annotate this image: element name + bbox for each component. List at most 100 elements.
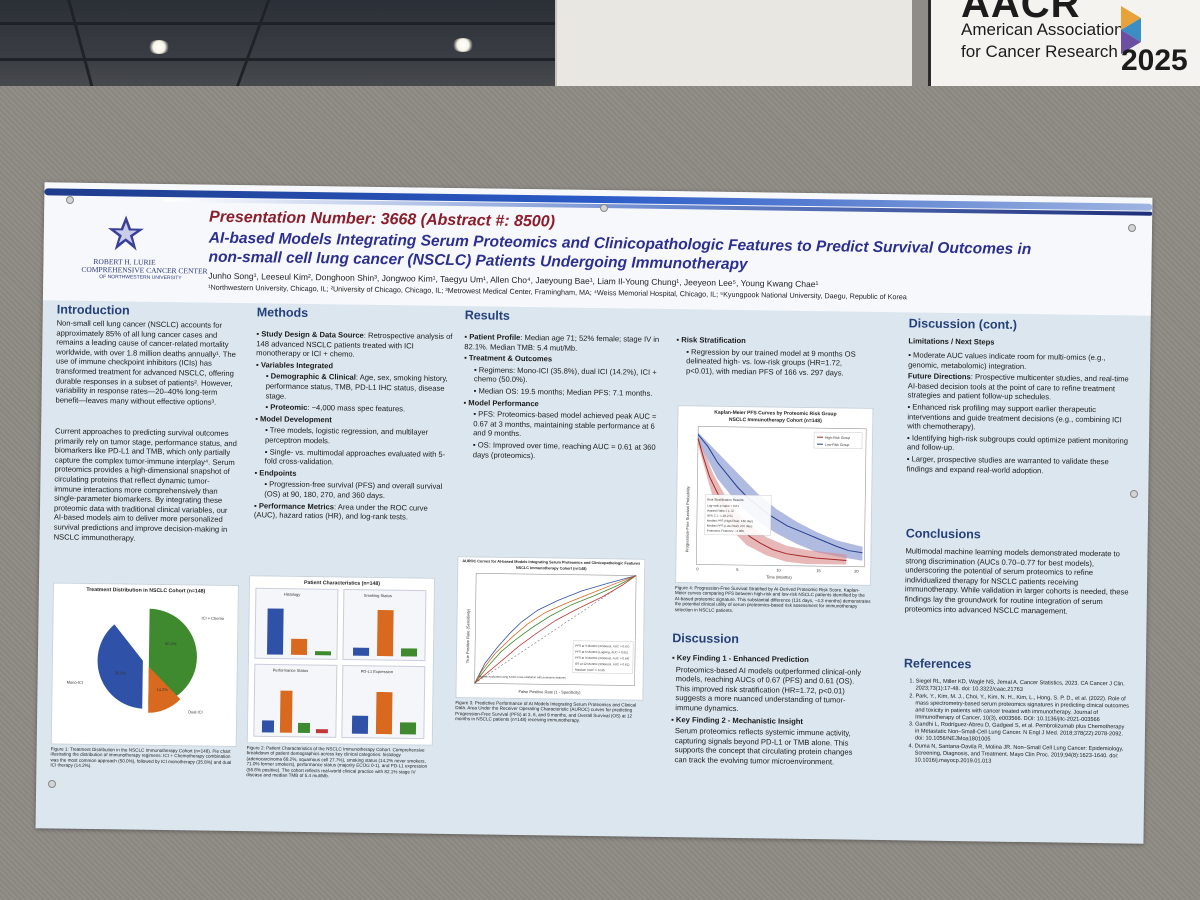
km-low-risk-curve [697, 434, 863, 554]
future-label: Future Directions [907, 371, 971, 382]
treatment-distribution-figure: Treatment Distribution in NSCLC Cohort (… [50, 582, 239, 748]
pdl1-expression-panel: PD-L1 Expression [341, 665, 426, 740]
km-stat: Proteomic Features: ~4,000 [707, 529, 744, 534]
figure-3-caption: Figure 3: Predictive Performance of AI M… [455, 700, 637, 724]
roc-legend-2: PFS at 6 Months (LogReg, AUC = 0.65) [575, 650, 628, 655]
reference-item: Gandhi L, Rodríguez-Abreu D, Gadgeel S, … [915, 722, 1129, 746]
methods-item-variables: Variables Integrated [256, 360, 452, 372]
roc-curve-pfs-9m [474, 575, 637, 684]
limitations-label-text: Limitations / Next Steps [908, 336, 995, 347]
bar [314, 651, 332, 656]
reference-item: Park, Y., Kim, M. J., Choi, Y., Kim, N. … [915, 693, 1129, 724]
discussion-cont-bullet-1: Enhanced risk profiling may support earl… [907, 402, 1133, 434]
discussion-heading: Discussion [672, 631, 740, 647]
results-item-model-performance: Model Performance [463, 398, 659, 410]
endpoints-label: Endpoints [259, 468, 297, 478]
km-stat: Hazard Ratio = 1.72 [707, 509, 734, 513]
pushpin [48, 780, 56, 788]
future-directions: Future Directions: Prospective multicent… [908, 372, 1134, 404]
aacr-org-line1: American Association [961, 20, 1124, 39]
km-tick: 5 [736, 567, 739, 572]
metrics-label: Performance Metrics [258, 500, 335, 511]
aacr-org-line2: for Cancer Research [961, 42, 1118, 61]
institution-affiliation: OF NORTHWESTERN UNIVERSITY [99, 274, 182, 282]
kaplan-meier-figure: Kaplan-Meier PFS Curves by Proteomic Ris… [675, 405, 874, 586]
references-list: Siegel RL, Miller KD, Wagle NS, Jemal A.… [903, 678, 1130, 768]
smoking-status-panel: Smoking Status [342, 589, 427, 662]
roc-legend-5: Random (AUC = 0.50) [575, 668, 605, 672]
km-ylabel: Progression-Free Survival Probability [684, 486, 690, 552]
roc-curve-pfs-6m [474, 575, 637, 684]
introduction-paragraph-1: Non-small cell lung cancer (NSCLC) accou… [55, 318, 236, 407]
methods-item-model-dev-1: Tree models, logistic regression, and mu… [255, 426, 451, 448]
model-dev-label: Model Development [260, 414, 332, 425]
discussion-kf1-text: Proteomics-based AI models outperformed … [675, 664, 862, 714]
methods-item-metrics: Performance Metrics: Area under the ROC … [254, 501, 450, 523]
profile-label: Patient Profile [469, 332, 521, 342]
meeting-year: 2025 [1121, 44, 1188, 77]
pie-label-mono-ici: Mono-ICI [67, 680, 84, 685]
bar [290, 638, 308, 656]
discussion-cont-bullet-2: Identifying high-risk subgroups could op… [907, 433, 1133, 455]
annual-meeting-logo [1121, 6, 1141, 54]
ceiling-truss [67, 0, 96, 95]
proteomic-label: Proteomic [270, 402, 308, 413]
bar [376, 609, 394, 657]
risk-list: Risk Stratification Regression by our tr… [676, 335, 873, 380]
figure-4-caption: Figure 4: Progression-Free Survival Stra… [674, 585, 871, 613]
km-legend: High-Risk Group Low-Risk Group [813, 431, 863, 449]
patient-bar-charts: Histology Smoking Status Performance Sta… [253, 587, 427, 740]
booth-panel [555, 0, 912, 100]
limitations-item-1: Moderate AUC values indicate room for mu… [908, 350, 1134, 372]
reference-item: Siegel RL, Miller KD, Wagle NS, Jemal A.… [916, 679, 1130, 696]
roc-curve-figure: AUROC Curves for AI-based Models Integra… [455, 556, 646, 701]
results-list: Patient Profile: Median age 71; 52% fema… [463, 332, 661, 464]
kf2-label: Key Finding 2 - Mechanistic Insight [675, 714, 803, 726]
proteomic-text: : ~4,000 mass spec features. [307, 403, 406, 414]
pie-slice-dual-ici [148, 666, 181, 713]
bar [351, 715, 369, 734]
patient-characteristics-figure: Patient Characteristics (n=148) Histolog… [246, 575, 436, 746]
ceiling-truss [0, 58, 560, 61]
km-tick: 15 [816, 568, 821, 573]
results-item-treatment-1: Regimens: Mono-ICI (35.8%), dual ICI (14… [464, 365, 660, 387]
km-stats-title: Risk Stratification Results: [707, 498, 744, 503]
bar [400, 648, 418, 657]
pie-label-ici-chemo: ICI + Chemo [201, 616, 224, 621]
roc-curve-pfs-3m [474, 575, 637, 684]
methods-item-study-design: Study Design & Data Source: Retrospectiv… [256, 329, 452, 361]
methods-item-model-dev-2: Single- vs. multimodal approaches evalua… [255, 447, 451, 469]
presentation-number: Presentation Number: 3668 (Abstract #: 8… [208, 208, 556, 231]
results-item-model-perf-1: PFS: Proteomics-based model achieved pea… [463, 409, 659, 441]
results-item-profile: Patient Profile: Median age 71; 52% fema… [464, 332, 660, 354]
poster-header: ROBERT H. LURIE COMPREHENSIVE CANCER CEN… [42, 182, 1153, 316]
discussion-cont-bullet-3: Larger, prospective studies are warrante… [907, 454, 1133, 476]
limitations-label: Limitations / Next Steps [908, 336, 1134, 349]
bar [399, 722, 417, 735]
variables-label: Variables Integrated [260, 360, 334, 371]
introduction-paragraph-2: Current approaches to predicting surviva… [53, 426, 237, 543]
risk-item-header: Risk Stratification [676, 335, 872, 347]
treatment-pie-chart: ICI + Chemo Mono-ICI Dual ICI 50.0% 35.8… [67, 608, 225, 715]
introduction-heading: Introduction [56, 302, 130, 318]
panel-title-smoking: Smoking Status [364, 593, 392, 598]
roc-legend: PFS at 3 Months (XGBoost, AUC = 0.67) PF… [572, 640, 634, 674]
panel-title-histology: Histology [284, 592, 301, 597]
km-stat: Median PFS (Low-Risk): 297 days [707, 524, 753, 529]
conclusions-heading: Conclusions [905, 526, 981, 542]
roc-legend-1: PFS at 3 Months (XGBoost, AUC = 0.67) [575, 644, 629, 649]
conclusions-text: Multimodal machine learning models demon… [904, 546, 1129, 616]
panel-title-performance: Performance Status [273, 668, 308, 673]
aacr-logo-text: AACR [961, 0, 1081, 26]
results-item-model-perf-2: OS: Improved over time, reaching AUC = 0… [463, 440, 659, 462]
ceiling [0, 0, 560, 95]
km-legend-high: High-Risk Group [825, 436, 850, 440]
bar [261, 720, 275, 733]
methods-item-demographic: Demographic & Clinical: Age, sex, smokin… [256, 372, 452, 404]
research-poster: ROBERT H. LURIE COMPREHENSIVE CANCER CEN… [35, 182, 1153, 844]
km-stats-box: Risk Stratification Results: Log-rank p-… [704, 494, 772, 536]
pie-label-dual-ici: Dual ICI [188, 709, 203, 714]
lurie-star-logo [107, 215, 144, 251]
bar [315, 729, 328, 734]
roc-plot: PFS at 3 Months (XGBoost, AUC = 0.67) PF… [465, 573, 637, 695]
